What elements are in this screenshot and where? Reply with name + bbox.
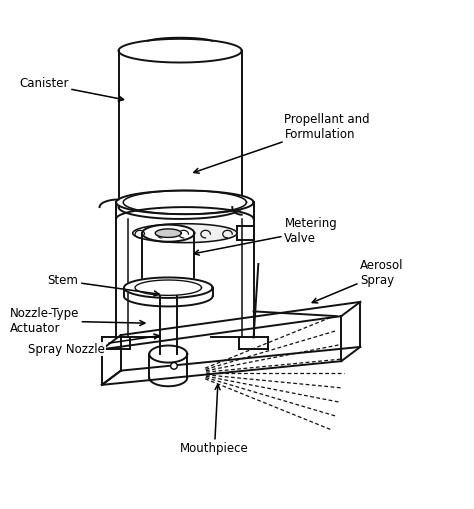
Circle shape [172, 364, 176, 368]
Text: Aerosol
Spray: Aerosol Spray [312, 260, 404, 303]
Text: Stem: Stem [47, 274, 159, 296]
Text: Mouthpiece: Mouthpiece [180, 385, 249, 456]
Polygon shape [155, 229, 181, 237]
Polygon shape [118, 39, 242, 63]
Polygon shape [116, 190, 254, 214]
Text: Propellant and
Formulation: Propellant and Formulation [194, 112, 370, 173]
Polygon shape [124, 277, 212, 298]
Circle shape [171, 362, 177, 369]
Text: Nozzle-Type
Actuator: Nozzle-Type Actuator [9, 307, 145, 335]
Text: Canister: Canister [19, 77, 124, 101]
Polygon shape [133, 223, 237, 243]
Text: Metering
Valve: Metering Valve [194, 217, 337, 255]
Text: Spray Nozzle: Spray Nozzle [28, 334, 159, 356]
Polygon shape [142, 224, 194, 242]
Polygon shape [149, 346, 187, 362]
